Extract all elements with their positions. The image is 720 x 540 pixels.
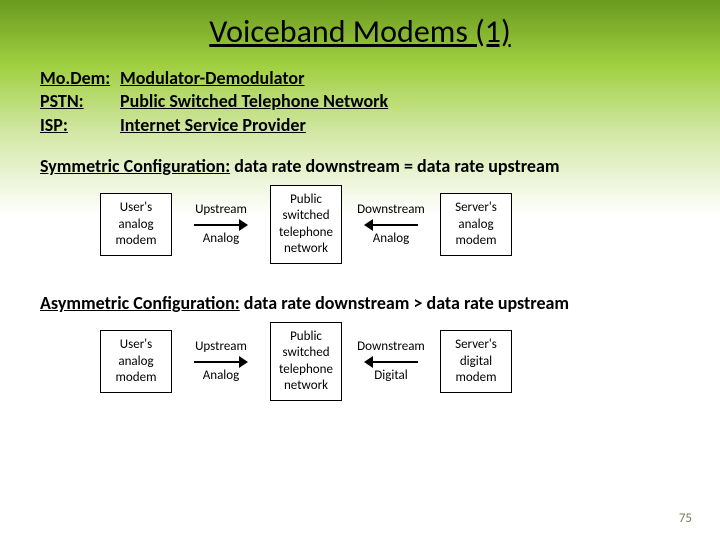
flow-bottom-label: Digital xyxy=(374,369,408,384)
asymmetric-heading: Asymmetric Configuration: data rate down… xyxy=(0,292,720,314)
definition-row: ISP: Internet Service Provider xyxy=(40,114,720,137)
def-full: Public Switched Telephone Network xyxy=(120,90,388,113)
page-number: 75 xyxy=(679,511,692,526)
flow-bottom-label: Analog xyxy=(203,232,240,247)
def-abbr: PSTN: xyxy=(40,90,120,113)
downstream-flow: Downstream Digital xyxy=(348,340,434,384)
flow-top-label: Downstream xyxy=(357,340,425,355)
flow-top-label: Upstream xyxy=(195,203,247,218)
asymmetric-diagram: User'sanalogmodem Upstream Analog Public… xyxy=(100,322,720,401)
symmetric-heading: Symmetric Configuration: data rate downs… xyxy=(0,155,720,177)
asymmetric-heading-underline: Asymmetric Configuration: xyxy=(40,292,240,314)
arrow-left-icon xyxy=(364,219,418,231)
flow-top-label: Downstream xyxy=(357,203,425,218)
def-full: Internet Service Provider xyxy=(120,114,306,137)
arrow-left-icon xyxy=(364,356,418,368)
def-abbr: ISP: xyxy=(40,114,120,137)
user-modem-box: User'sanalogmodem xyxy=(100,193,172,256)
flow-bottom-label: Analog xyxy=(203,369,240,384)
asymmetric-heading-rest: data rate downstream > data rate upstrea… xyxy=(240,292,569,314)
def-abbr: Mo.Dem: xyxy=(40,67,120,90)
flow-top-label: Upstream xyxy=(195,340,247,355)
symmetric-heading-rest: data rate downstream = data rate upstrea… xyxy=(230,155,559,177)
symmetric-heading-underline: Symmetric Configuration: xyxy=(40,155,230,177)
definition-row: PSTN: Public Switched Telephone Network xyxy=(40,90,720,113)
downstream-flow: Downstream Analog xyxy=(348,203,434,247)
upstream-flow: Upstream Analog xyxy=(178,203,264,247)
user-modem-box: User'sanalogmodem xyxy=(100,330,172,393)
pstn-box: Publicswitchedtelephonenetwork xyxy=(270,185,342,264)
definitions-block: Mo.Dem: Modulator-Demodulator PSTN: Publ… xyxy=(0,67,720,137)
server-modem-box: Server'sanalogmodem xyxy=(440,193,512,256)
def-full: Modulator-Demodulator xyxy=(120,67,305,90)
symmetric-diagram: User'sanalogmodem Upstream Analog Public… xyxy=(100,185,720,264)
arrow-right-icon xyxy=(194,219,248,231)
flow-bottom-label: Analog xyxy=(373,232,410,247)
pstn-box: Publicswitchedtelephonenetwork xyxy=(270,322,342,401)
definition-row: Mo.Dem: Modulator-Demodulator xyxy=(40,67,720,90)
server-modem-box: Server'sdigitalmodem xyxy=(440,330,512,393)
arrow-right-icon xyxy=(194,356,248,368)
upstream-flow: Upstream Analog xyxy=(178,340,264,384)
slide-title: Voiceband Modems (1) xyxy=(0,0,720,67)
